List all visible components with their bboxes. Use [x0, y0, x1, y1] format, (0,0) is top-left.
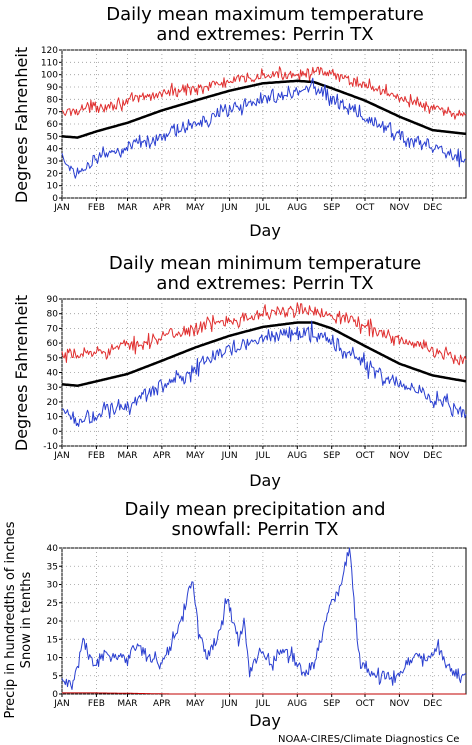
y-tick-label: 70 — [47, 108, 59, 118]
x-tick-label-jun: JUN — [221, 451, 238, 461]
x-tick-label-jul: JUL — [255, 203, 270, 213]
x-tick-label-may: MAY — [186, 699, 205, 709]
chart-3-ylabel-line1: Precip in hundredths of inches — [3, 521, 18, 718]
series-line-record_high — [61, 66, 467, 120]
chart-1-ylabel: Degrees Fahrenheit — [12, 47, 31, 203]
series-line-precip — [61, 547, 467, 690]
y-tick-label: 30 — [47, 383, 59, 393]
x-tick-label-sep: SEP — [323, 203, 340, 213]
y-tick-label: 60 — [47, 120, 59, 130]
x-tick-label-sep: SEP — [323, 451, 340, 461]
y-tick-label: 90 — [47, 83, 59, 93]
y-tick-label: 40 — [47, 145, 59, 155]
y-tick-label: 20 — [47, 617, 59, 627]
chart-panel-min-temp: Daily mean minimum temperature and extre… — [12, 253, 467, 490]
chart-panel-max-temp: Daily mean maximum temperature and extre… — [12, 4, 467, 240]
chart-panel-precip: Daily mean precipitation and snowfall: P… — [3, 499, 467, 730]
chart-1-title-line2: and extremes: Perrin TX — [156, 24, 373, 45]
x-tick-label-aug: AUG — [287, 203, 307, 213]
y-tick-label: 10 — [47, 182, 59, 192]
y-tick-label: 10 — [47, 413, 59, 423]
y-tick-label: 100 — [41, 71, 58, 81]
y-tick-label: 0 — [52, 194, 58, 204]
series-line-snow — [62, 692, 466, 695]
y-tick-label: 25 — [47, 599, 58, 609]
x-tick-label-apr: APR — [153, 451, 171, 461]
y-tick-label: 80 — [47, 310, 59, 320]
series-line-record_low — [61, 320, 467, 427]
chart-3-xlabel: Day — [249, 711, 281, 730]
x-tick-label-dec: DEC — [423, 699, 442, 709]
y-tick-label: 40 — [47, 544, 59, 554]
x-tick-label-dec: DEC — [423, 451, 442, 461]
chart-3-title-line2: snowfall: Perrin TX — [172, 519, 339, 540]
x-tick-label-oct: OCT — [356, 699, 375, 709]
x-tick-label-jun: JUN — [221, 699, 238, 709]
chart-1-plot-area: 0 10 20 30 40 50 60 70 80 90 100 110 120 JAN FEB MAR APR… — [41, 46, 467, 213]
y-tick-label: 50 — [47, 354, 59, 364]
series-line-mean — [61, 321, 467, 387]
x-tick-label-mar: MAR — [117, 203, 137, 213]
x-tick-label-sep: SEP — [323, 699, 340, 709]
chart-2-plot-area: -10 0 10 20 30 40 50 60 70 80 90 JAN FEB MAR APR MAY JUN… — [43, 295, 467, 461]
x-tick-label-jun: JUN — [221, 203, 238, 213]
y-tick-label: 0 — [52, 427, 58, 437]
chart-1-xlabel: Day — [249, 221, 281, 240]
chart-3-title-line1: Daily mean precipitation and — [124, 499, 385, 520]
chart-2-xlabel: Day — [249, 471, 281, 490]
chart-2-title-line2: and extremes: Perrin TX — [156, 273, 373, 294]
x-tick-label-aug: AUG — [287, 699, 307, 709]
y-tick-label: 20 — [47, 398, 59, 408]
x-tick-label-mar: MAR — [117, 699, 137, 709]
x-tick-label-jul: JUL — [255, 699, 270, 709]
series-line-record_high — [61, 302, 467, 366]
x-tick-label-may: MAY — [186, 203, 205, 213]
chart-3-ylabel-line2: Snow in tenths — [19, 571, 34, 668]
x-tick-label-apr: APR — [153, 203, 171, 213]
chart-1-title-line1: Daily mean maximum temperature — [106, 4, 424, 25]
chart-2-ylabel: Degrees Fahrenheit — [12, 295, 31, 451]
x-tick-label-oct: OCT — [356, 451, 375, 461]
x-tick-label-apr: APR — [153, 699, 171, 709]
x-tick-label-jan: JAN — [53, 451, 69, 461]
y-tick-label: 60 — [47, 339, 59, 349]
y-tick-label: 80 — [47, 95, 59, 105]
x-tick-label-oct: OCT — [356, 203, 375, 213]
x-tick-label-may: MAY — [186, 451, 205, 461]
chart-2-title-line1: Daily mean minimum temperature — [109, 253, 421, 274]
x-tick-label-mar: MAR — [117, 451, 137, 461]
y-tick-label: 20 — [47, 169, 59, 179]
series-line-mean — [61, 79, 467, 139]
x-tick-label-dec: DEC — [423, 203, 442, 213]
y-tick-label: 70 — [47, 324, 59, 334]
y-tick-label: 0 — [52, 690, 58, 700]
y-tick-label: 10 — [47, 654, 59, 664]
x-tick-label-nov: NOV — [389, 699, 410, 709]
y-tick-label: -10 — [43, 442, 58, 452]
x-tick-label-aug: AUG — [287, 451, 307, 461]
chart-3-plot-area: 0 5 10 15 20 25 30 35 40 JAN FEB MAR APR MAY JUN JUL AUG… — [47, 544, 467, 709]
y-tick-label: 90 — [47, 295, 59, 305]
x-tick-label-feb: FEB — [88, 451, 105, 461]
y-tick-label: 30 — [47, 581, 59, 591]
x-tick-label-nov: NOV — [389, 203, 410, 213]
credit-text: NOAA-CIRES/Climate Diagnostics Ce — [278, 734, 459, 745]
x-tick-label-feb: FEB — [88, 699, 105, 709]
y-tick-label: 5 — [52, 672, 58, 682]
x-tick-label-feb: FEB — [88, 203, 105, 213]
x-tick-label-jan: JAN — [53, 699, 69, 709]
y-tick-label: 35 — [47, 562, 58, 572]
y-tick-label: 40 — [47, 369, 59, 379]
series-line-record_low — [61, 77, 467, 179]
x-tick-label-nov: NOV — [389, 451, 410, 461]
y-tick-label: 120 — [41, 46, 58, 56]
x-tick-label-jan: JAN — [53, 203, 69, 213]
y-tick-label: 110 — [41, 58, 58, 68]
y-tick-label: 50 — [47, 132, 59, 142]
y-tick-label: 15 — [47, 635, 58, 645]
x-tick-label-jul: JUL — [255, 451, 270, 461]
y-tick-label: 30 — [47, 157, 59, 167]
